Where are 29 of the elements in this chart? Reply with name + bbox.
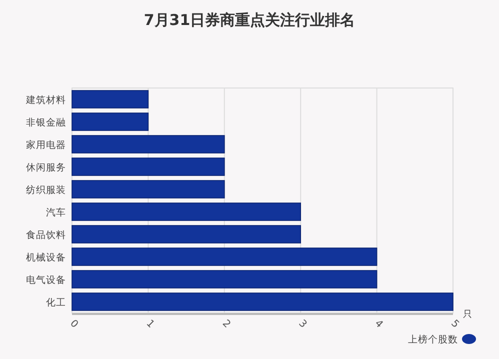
- bar: [72, 135, 225, 154]
- x-tick-label: 2: [220, 318, 232, 330]
- bar: [72, 158, 225, 176]
- x-tick-label: 1: [144, 318, 156, 330]
- bar: [72, 225, 301, 244]
- y-tick-label: 汽车: [46, 206, 66, 218]
- y-tick-label: 建筑材料: [25, 94, 66, 106]
- bar: [72, 180, 225, 198]
- x-tick-label: 4: [372, 318, 385, 330]
- chart-title: 7月31日券商重点关注行业排名: [144, 11, 356, 29]
- bar: [72, 292, 454, 311]
- legend-label: 上榜个股数: [408, 334, 458, 346]
- bar: [72, 112, 149, 131]
- y-tick-label: 休闲服务: [26, 161, 66, 174]
- y-tick-label: 机械设备: [26, 251, 66, 264]
- y-tick-label: 非银金融: [26, 116, 66, 128]
- y-tick-label: 纺织服装: [26, 184, 66, 196]
- x-tick-label: 0: [68, 318, 80, 330]
- x-tick-label: 3: [296, 318, 309, 330]
- y-tick-label: 家用电器: [26, 138, 66, 151]
- bar: [72, 202, 301, 221]
- x-tick-label: 5: [448, 318, 461, 330]
- bar: [72, 270, 378, 288]
- y-tick-label: 电气设备: [26, 274, 66, 286]
- y-tick-label: 化工: [46, 296, 66, 308]
- bar: [72, 90, 149, 108]
- y-tick-label: 食品饮料: [26, 228, 66, 241]
- bar: [72, 248, 378, 266]
- x-axis-title: 只: [463, 309, 472, 320]
